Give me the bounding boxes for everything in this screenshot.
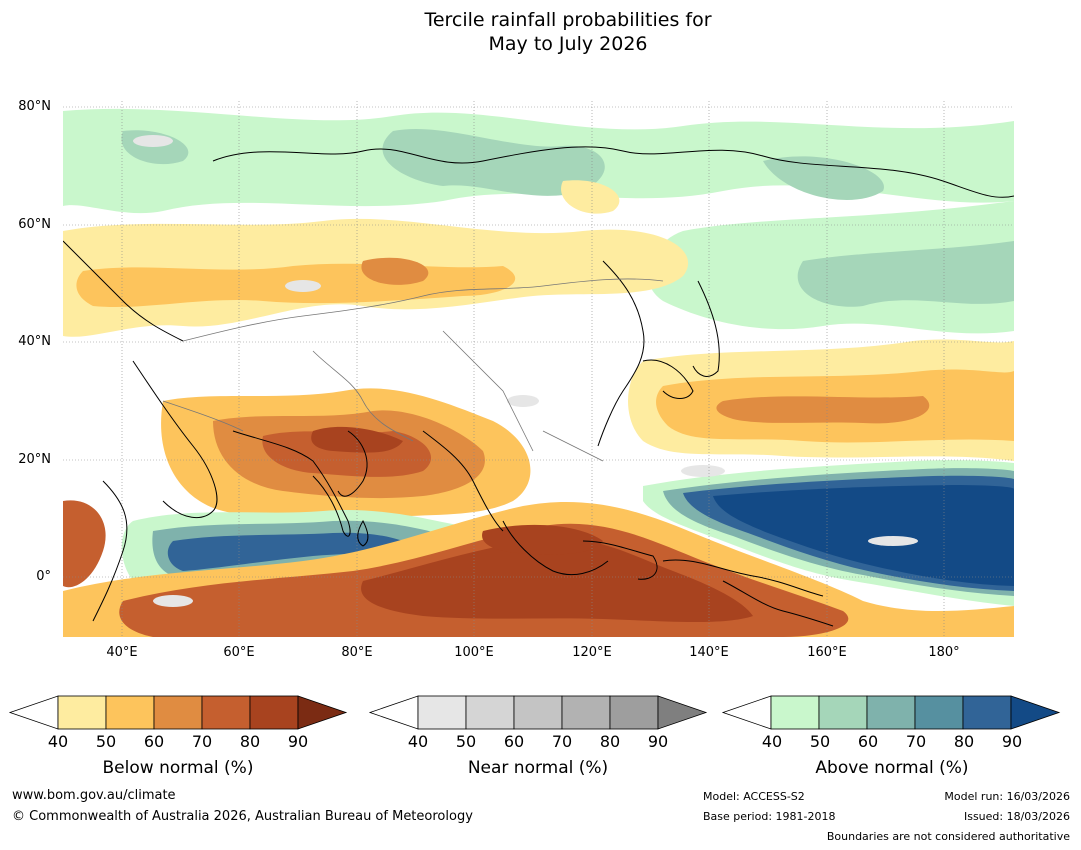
tick: 80 <box>599 732 621 751</box>
tick: 70 <box>905 732 927 751</box>
below-normal-north-pacific <box>628 339 1014 461</box>
lat-label-20n: 20°N <box>18 452 51 467</box>
colorbar-bin-40-50 <box>57 695 107 730</box>
lon-label-40e: 40°E <box>106 645 138 660</box>
lat-label-60n: 60°N <box>18 217 51 232</box>
colorbar-arrow-low <box>721 695 772 730</box>
lon-label-60e: 60°E <box>223 645 255 660</box>
tick: 90 <box>1001 732 1023 751</box>
below-normal-maritime-continent <box>63 501 1014 637</box>
lon-label-180: 180° <box>928 645 960 660</box>
colorbar-arrow-low <box>8 695 59 730</box>
graticule <box>63 101 1014 637</box>
above-normal-indian-ocean <box>121 509 471 590</box>
colorbar-bin-70-80 <box>561 695 611 730</box>
colorbar-bin-50-60 <box>105 695 155 730</box>
legend-title-below-normal: Below normal (%) <box>102 758 254 778</box>
colorbar-bin-50-60 <box>818 695 868 730</box>
probability-map <box>63 101 1014 637</box>
tick: 50 <box>809 732 831 751</box>
colorbar-near-normal <box>368 695 708 730</box>
legend-above-normal: 40 50 60 70 80 90 Above normal (%) <box>721 690 1061 778</box>
above-normal-pacific <box>643 460 1014 606</box>
below-normal-south-asia <box>63 388 531 588</box>
tick: 60 <box>143 732 165 751</box>
colorbar-below-normal <box>8 695 348 730</box>
website-link[interactable]: www.bom.gov.au/climate <box>12 788 176 803</box>
map-title: Tercile rainfall probabilities for May t… <box>0 8 1081 56</box>
lat-label-40n: 40°N <box>18 334 51 349</box>
colorbar-bin-70-80 <box>914 695 964 730</box>
colorbar-above-normal <box>721 695 1061 730</box>
issued-date: Issued: 18/03/2026 <box>963 810 1070 823</box>
colorbar-bin-60-70 <box>866 695 916 730</box>
colorbar-bin-80-90 <box>249 695 299 730</box>
copyright-text: © Commonwealth of Australia 2026, Austra… <box>12 809 473 824</box>
base-period: Base period: 1981-2018 <box>703 810 836 823</box>
colorbar-bin-60-70 <box>513 695 563 730</box>
colorbar-bin-40-50 <box>417 695 467 730</box>
tick: 90 <box>647 732 669 751</box>
tick: 90 <box>287 732 309 751</box>
tick: 70 <box>191 732 213 751</box>
colorbar-bin-40-50 <box>770 695 820 730</box>
tick: 60 <box>503 732 525 751</box>
legend-title-near-normal: Near normal (%) <box>467 758 609 778</box>
lat-label-80n: 80°N <box>18 99 51 114</box>
tick: 50 <box>95 732 117 751</box>
colorbar-bin-50-60 <box>465 695 515 730</box>
tick: 40 <box>761 732 783 751</box>
colorbar-bin-80-90 <box>962 695 1012 730</box>
colorbar-bin-70-80 <box>201 695 251 730</box>
map-svg <box>63 101 1014 637</box>
title-line-2: May to July 2026 <box>488 33 648 55</box>
tick: 40 <box>407 732 429 751</box>
lon-label-140e: 140°E <box>689 645 729 660</box>
legend-title-above-normal: Above normal (%) <box>815 758 969 778</box>
near-normal-patches <box>133 135 918 607</box>
above-normal-north <box>63 108 1014 334</box>
lon-label-80e: 80°E <box>341 645 373 660</box>
colorbar-bin-80-90 <box>609 695 659 730</box>
tick: 40 <box>47 732 69 751</box>
title-line-1: Tercile rainfall probabilities for <box>424 9 712 31</box>
colorbar-arrow-high <box>657 695 708 730</box>
boundaries-disclaimer: Boundaries are not considered authoritat… <box>826 830 1070 843</box>
tick: 70 <box>551 732 573 751</box>
colorbar-arrow-high <box>1010 695 1061 730</box>
colorbar-arrow-low <box>368 695 419 730</box>
legend-below-normal: 40 50 60 70 80 90 Below normal (%) <box>8 690 348 778</box>
colorbar-bin-60-70 <box>153 695 203 730</box>
lon-label-120e: 120°E <box>572 645 612 660</box>
tick: 60 <box>857 732 879 751</box>
tick: 80 <box>953 732 975 751</box>
model-name: Model: ACCESS-S2 <box>703 790 805 803</box>
legend-near-normal: 40 50 60 70 80 90 Near normal (%) <box>368 690 708 778</box>
colorbar-arrow-high <box>297 695 348 730</box>
lon-label-160e: 160°E <box>807 645 847 660</box>
lon-label-100e: 100°E <box>454 645 494 660</box>
tick: 50 <box>455 732 477 751</box>
model-run-date: Model run: 16/03/2026 <box>944 790 1070 803</box>
coastlines <box>63 146 1014 627</box>
lat-label-equator: 0° <box>36 569 51 584</box>
country-borders <box>162 278 664 462</box>
tick: 80 <box>239 732 261 751</box>
